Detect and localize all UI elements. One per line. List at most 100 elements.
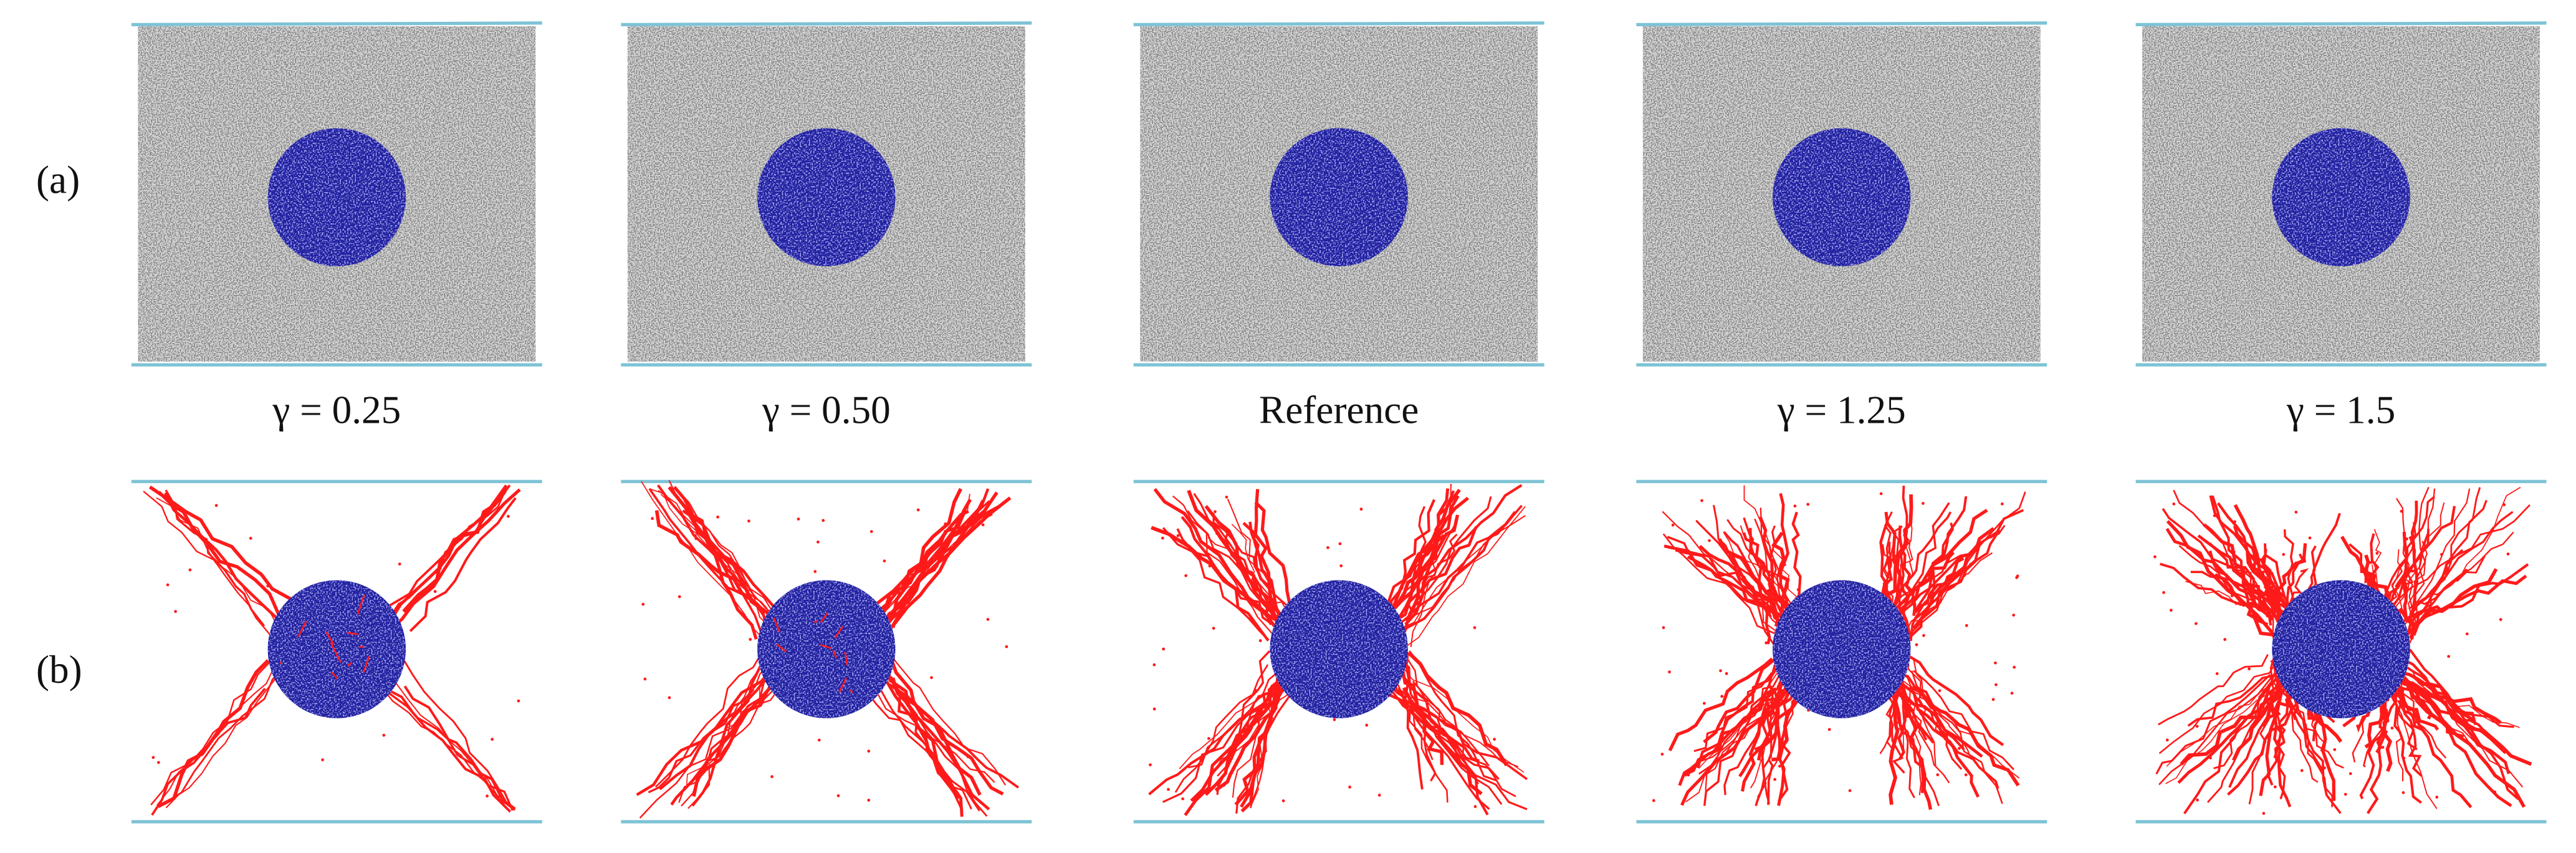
- crack-dot: [166, 583, 170, 587]
- crack-dot: [2308, 536, 2312, 540]
- crack: [2410, 574, 2527, 619]
- crack-dot: [1339, 564, 1343, 567]
- crack: [2396, 660, 2524, 788]
- crack: [862, 685, 995, 783]
- crack-dot: [1796, 588, 1800, 592]
- crack-dot: [2447, 655, 2451, 658]
- crack: [165, 489, 266, 627]
- crack-dot: [1991, 698, 1995, 701]
- crack: [1214, 667, 1292, 792]
- crack-dot: [2506, 552, 2510, 556]
- crack-dot: [2458, 746, 2462, 749]
- crack: [1403, 506, 1526, 649]
- crack-dot: [1225, 495, 1228, 499]
- crack: [776, 643, 787, 653]
- crack-dot: [2344, 793, 2347, 796]
- crack-dot: [517, 699, 520, 703]
- crack: [2155, 673, 2271, 774]
- crack: [1397, 511, 1516, 643]
- crack-dot: [188, 568, 192, 572]
- crack-dot: [2172, 502, 2176, 506]
- crack-dot: [1915, 643, 1918, 647]
- crack: [1909, 685, 2020, 787]
- crack: [773, 617, 781, 633]
- crack: [838, 677, 848, 693]
- crack: [2293, 690, 2334, 807]
- crack-dot: [867, 798, 871, 802]
- crack-dot: [1214, 510, 1217, 513]
- crack-dot: [1348, 785, 1351, 789]
- crack-dot: [1778, 764, 1781, 768]
- crack: [2413, 563, 2529, 626]
- crack-dot: [1162, 647, 1166, 651]
- crack: [347, 662, 353, 667]
- crack: [881, 491, 998, 640]
- specimen-a: [1636, 21, 2047, 367]
- crack-dot: [2195, 725, 2199, 728]
- crack: [864, 689, 972, 810]
- crack-dot: [1719, 720, 1723, 723]
- crack-dot: [2213, 514, 2216, 518]
- crack-dot: [2386, 590, 2390, 594]
- crack: [1253, 489, 1273, 625]
- crack-dot: [1439, 531, 1443, 535]
- crack: [1908, 655, 2004, 746]
- specimen-b: [1636, 480, 2047, 824]
- platen: [2135, 21, 2547, 27]
- crack-dot: [2169, 609, 2173, 612]
- specimen-a: [2135, 21, 2547, 367]
- crack-dot: [1687, 773, 1690, 777]
- crack-dot: [1212, 627, 1215, 630]
- crack-dot: [816, 540, 820, 544]
- crack-dot: [1149, 763, 1152, 766]
- specimen-b: [621, 480, 1032, 824]
- crack-dot: [2502, 503, 2506, 506]
- crack: [2395, 498, 2415, 624]
- crack: [813, 620, 818, 624]
- crack-dot: [668, 696, 671, 700]
- crack-dot: [892, 625, 896, 629]
- crack: [2165, 528, 2282, 627]
- crack: [1911, 670, 2003, 804]
- crack: [844, 651, 848, 666]
- platen: [621, 21, 1032, 27]
- crack-dot: [1002, 501, 1005, 504]
- crack-dot: [2294, 510, 2298, 514]
- crack-dot: [1668, 670, 1671, 674]
- crack: [2264, 686, 2292, 807]
- crack: [850, 689, 853, 693]
- crack-dot: [2281, 741, 2284, 745]
- crack: [1743, 517, 1784, 613]
- caption: γ = 1.5: [2286, 388, 2395, 432]
- inclusion-texture: [757, 128, 896, 267]
- crack-dot: [1964, 773, 1968, 777]
- crack-dot: [1965, 624, 1968, 627]
- crack: [1898, 525, 1917, 616]
- caption: Reference: [1259, 388, 1419, 432]
- crack-dot: [151, 756, 155, 759]
- crack-dot: [1716, 574, 1720, 578]
- crack-dot: [986, 617, 990, 621]
- crack-dot: [2405, 537, 2408, 541]
- crack-dot: [1848, 789, 1852, 793]
- crack-dot: [2333, 748, 2337, 751]
- crack: [409, 497, 517, 632]
- crack: [1227, 681, 1280, 763]
- crack-dot: [694, 537, 698, 541]
- specimen-b: [1133, 480, 1544, 824]
- crack: [370, 672, 512, 813]
- crack-dot: [2281, 598, 2285, 602]
- crack: [1404, 488, 1461, 622]
- crack: [379, 685, 505, 805]
- crack: [378, 675, 514, 811]
- crack-dot: [1773, 778, 1776, 781]
- crack: [2158, 660, 2278, 754]
- crack: [1394, 675, 1434, 761]
- crack: [2173, 489, 2292, 629]
- inclusion-texture: [1773, 580, 1911, 718]
- crack-dot: [817, 738, 821, 742]
- crack: [1897, 670, 1973, 760]
- crack-dot: [1326, 546, 1329, 549]
- crack: [143, 490, 274, 639]
